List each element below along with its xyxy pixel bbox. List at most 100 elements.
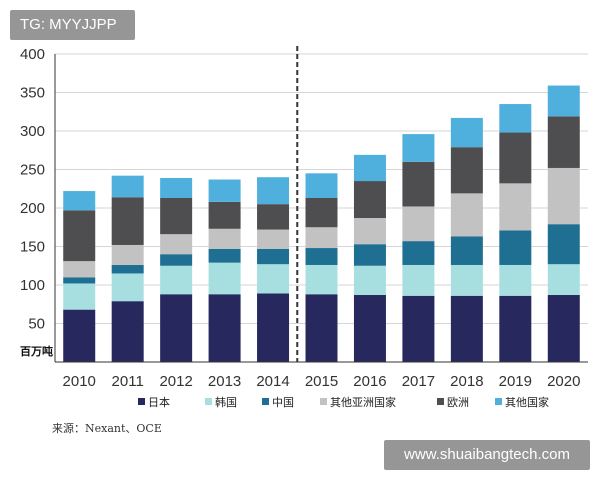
bar-segment bbox=[208, 262, 241, 295]
bar-segment bbox=[257, 229, 290, 249]
bar-segment bbox=[402, 206, 435, 242]
legend-label: 其他国家 bbox=[505, 395, 549, 409]
bar-segment bbox=[160, 197, 193, 235]
bar-segment bbox=[257, 293, 290, 362]
watermark-site: www.shuaibangtech.com bbox=[384, 440, 590, 470]
x-tick-label: 2010 bbox=[63, 373, 96, 390]
legend-swatch bbox=[320, 398, 327, 405]
legend-label: 其他亚洲国家 bbox=[330, 395, 396, 409]
bar-segment bbox=[305, 264, 338, 295]
bar-segment bbox=[499, 104, 532, 133]
y-tick-label: 300 bbox=[20, 123, 45, 140]
source-note: 来源：Nexant、OCE bbox=[52, 421, 162, 435]
bar-segment bbox=[547, 264, 580, 296]
x-tick-label: 2018 bbox=[450, 373, 483, 390]
bar-segment bbox=[305, 197, 338, 228]
bar-segment bbox=[208, 228, 241, 249]
bar-segment bbox=[547, 295, 580, 362]
bar-segment bbox=[402, 241, 435, 265]
bar-segment bbox=[353, 265, 386, 296]
bar-stacks bbox=[63, 85, 580, 362]
bar-segment bbox=[402, 134, 435, 162]
x-tick-label: 2012 bbox=[159, 373, 192, 390]
bar-segment bbox=[353, 154, 386, 182]
y-tick-label: 400 bbox=[20, 46, 45, 63]
x-tick-label: 2011 bbox=[112, 373, 144, 390]
y-tick-label: 350 bbox=[20, 85, 45, 102]
bar-segment bbox=[450, 236, 483, 265]
bar-segment bbox=[499, 183, 532, 231]
bar-segment bbox=[111, 244, 144, 265]
bar-segment bbox=[160, 294, 193, 362]
bar-segment bbox=[450, 117, 483, 148]
bar-segment bbox=[63, 277, 96, 284]
x-axis-tick-labels: 2010 2011 2012 2013 2014 2015 2016 2017 2018 2019… bbox=[63, 373, 581, 390]
y-tick-label: 150 bbox=[20, 239, 45, 256]
bar-segment bbox=[402, 264, 435, 296]
legend: 日本 韩国 中国 其他亚洲国家 欧洲 其他国家 bbox=[138, 395, 549, 409]
legend-swatch bbox=[138, 398, 145, 405]
x-tick-label: 2016 bbox=[353, 373, 386, 390]
bar-segment bbox=[160, 234, 193, 255]
bar-segment bbox=[353, 181, 386, 219]
x-tick-label: 2014 bbox=[256, 373, 289, 390]
legend-swatch bbox=[495, 398, 502, 405]
y-axis-unit-label: 百万吨 bbox=[20, 344, 53, 358]
legend-label: 日本 bbox=[148, 395, 170, 409]
bar-segment bbox=[257, 248, 290, 265]
bar-segment bbox=[305, 294, 338, 362]
bar-segment bbox=[257, 264, 290, 294]
bar-segment bbox=[499, 264, 532, 296]
bar-segment bbox=[450, 295, 483, 362]
bar-segment bbox=[111, 197, 144, 245]
bar-segment bbox=[160, 177, 193, 198]
bar-segment bbox=[111, 273, 144, 302]
bar-segment bbox=[63, 283, 96, 310]
bar-segment bbox=[305, 248, 338, 265]
y-tick-label: 200 bbox=[20, 200, 45, 217]
bar-segment bbox=[160, 265, 193, 295]
legend-swatch bbox=[437, 398, 444, 405]
bar-segment bbox=[547, 167, 580, 225]
bar-segment bbox=[499, 132, 532, 184]
x-tick-label: 2019 bbox=[499, 373, 532, 390]
x-tick-label: 2013 bbox=[208, 373, 241, 390]
bar-segment bbox=[499, 295, 532, 362]
bar-segment bbox=[160, 254, 193, 266]
bar-segment bbox=[208, 201, 241, 229]
bar-segment bbox=[402, 161, 435, 207]
bar-segment bbox=[305, 227, 338, 249]
bar-segment bbox=[63, 261, 96, 278]
axes bbox=[54, 46, 588, 363]
bar-segment bbox=[450, 264, 483, 296]
bar-segment bbox=[353, 295, 386, 362]
bar-segment bbox=[208, 248, 241, 263]
bar-segment bbox=[353, 218, 386, 245]
y-tick-label: 250 bbox=[20, 162, 45, 179]
legend-label: 欧洲 bbox=[447, 396, 469, 409]
bar-segment bbox=[450, 147, 483, 194]
watermark-tag: TG: MYYJJPP bbox=[10, 10, 135, 40]
bar-segment bbox=[547, 116, 580, 168]
y-axis-tick-labels: 50 100 150 200 250 300 350 400 bbox=[20, 46, 45, 333]
bar-segment bbox=[63, 191, 96, 211]
bar-segment bbox=[208, 294, 241, 362]
legend-label: 中国 bbox=[272, 396, 294, 409]
bar-segment bbox=[450, 193, 483, 237]
bar-segment bbox=[257, 177, 290, 205]
x-tick-label: 2015 bbox=[305, 373, 338, 390]
bar-segment bbox=[63, 309, 96, 362]
y-tick-label: 100 bbox=[20, 277, 45, 294]
bar-segment bbox=[547, 224, 580, 265]
legend-swatch bbox=[205, 398, 212, 405]
bar-segment bbox=[111, 175, 144, 198]
x-tick-label: 2017 bbox=[402, 373, 435, 390]
bar-segment bbox=[547, 85, 580, 117]
bar-segment bbox=[305, 173, 338, 198]
bar-segment bbox=[402, 295, 435, 362]
x-tick-label: 2020 bbox=[547, 373, 580, 390]
bar-segment bbox=[257, 204, 290, 230]
bar-segment bbox=[499, 230, 532, 265]
y-tick-label: 50 bbox=[28, 316, 45, 333]
